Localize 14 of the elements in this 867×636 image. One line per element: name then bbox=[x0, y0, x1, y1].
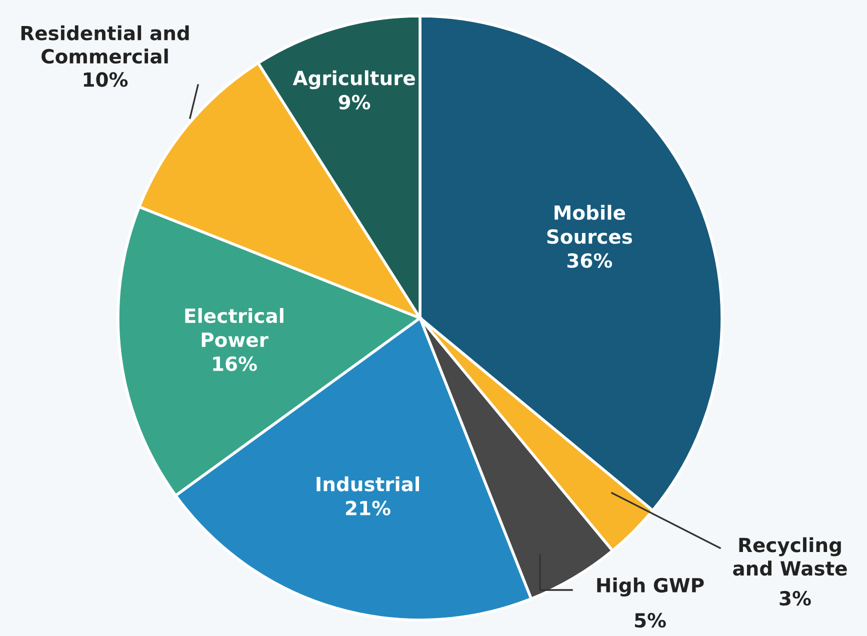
slice-label: Residential and Commercial bbox=[21, 25, 189, 64]
slice-label: Mobile Sources bbox=[547, 204, 632, 244]
data-label: 5% bbox=[634, 612, 666, 628]
slice-label: Recycling and Waste bbox=[733, 537, 847, 576]
data-label: 10% bbox=[84, 72, 128, 87]
slice-label: High GWP bbox=[597, 578, 704, 596]
slice-label: Industrial bbox=[316, 476, 420, 492]
slice-label: Electrical Power bbox=[185, 308, 284, 348]
data-label: 3% bbox=[780, 590, 811, 606]
slice-label: Agriculture bbox=[292, 70, 415, 90]
data-label: 9% bbox=[338, 94, 370, 110]
data-label: 36% bbox=[567, 253, 612, 268]
data-label: 21% bbox=[346, 500, 390, 516]
data-label: 16% bbox=[213, 356, 257, 372]
